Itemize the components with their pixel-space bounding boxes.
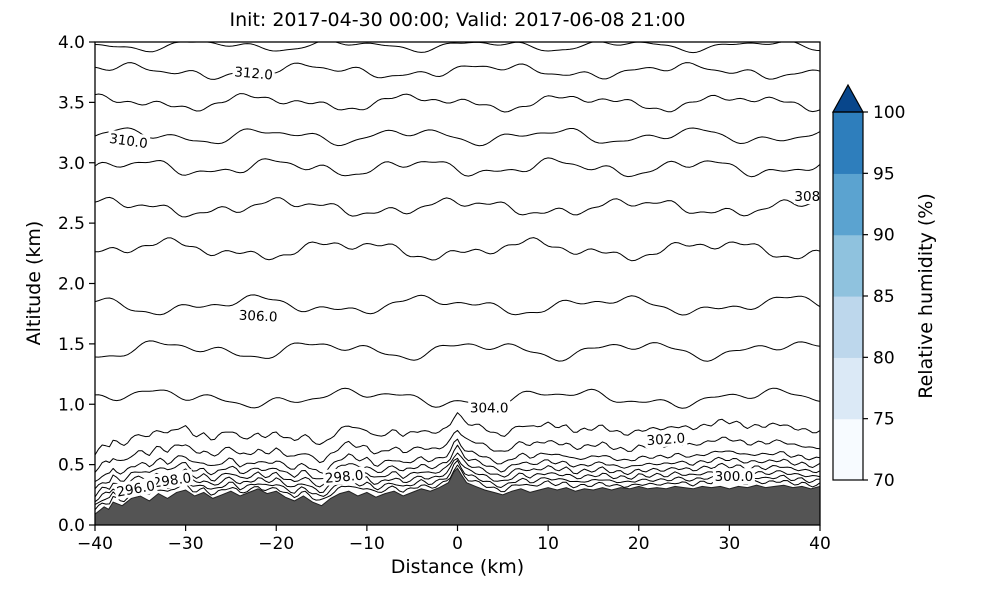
contour-label-box — [113, 476, 158, 500]
colorbar-tick-label: 70 — [873, 471, 895, 491]
colorbar-tick-label: 75 — [873, 410, 895, 430]
colorbar-tick-label: 85 — [873, 287, 895, 307]
contour-label: 302.0 — [644, 429, 688, 449]
contour-label: 298.0 — [322, 466, 366, 487]
colorbar-segment — [833, 418, 863, 481]
contour-line-301 — [95, 438, 820, 483]
contour-label: 304.0 — [468, 399, 511, 416]
terrain-fill — [95, 467, 820, 525]
contour-label-text: 298.0 — [324, 468, 364, 487]
y-tick-label: 1.5 — [58, 335, 85, 355]
contour-label-text: 308 — [794, 189, 820, 205]
contour-line-308 — [95, 196, 820, 218]
x-tick-label: 40 — [809, 534, 831, 554]
contour-line-313 — [95, 42, 820, 54]
contour-line-302 — [95, 429, 820, 473]
contour-line-297 — [95, 460, 820, 506]
contour-label-text: 306.0 — [238, 308, 277, 326]
contour-line-307 — [95, 237, 820, 262]
y-tick-label: 2.0 — [58, 275, 85, 295]
contour-line-310 — [95, 127, 820, 147]
contour-label-text: 298.0 — [152, 470, 193, 491]
colorbar-segment — [833, 112, 863, 174]
contour-label-box — [644, 429, 688, 449]
contour-label-text: 312.0 — [234, 64, 274, 83]
colorbar-segment — [833, 234, 863, 297]
colorbar-label: Relative humidity (%) — [915, 193, 937, 399]
plot-area: 312.0310.0308306.0304.0302.0300.0298.029… — [95, 42, 820, 525]
contour-line-306 — [95, 294, 820, 316]
contour-label-box — [793, 188, 820, 205]
x-tick-label: 10 — [537, 534, 559, 554]
y-tick-label: 4.0 — [58, 33, 85, 53]
contour-label-box — [468, 399, 511, 416]
x-axis-label: Distance (km) — [390, 556, 525, 578]
y-tick-label: 2.5 — [58, 214, 85, 234]
colorbar-tick-label: 100 — [873, 103, 905, 123]
contour-label: 300.0 — [712, 468, 755, 485]
x-tick-label: 30 — [719, 534, 741, 554]
colorbar-tick-label: 80 — [873, 348, 895, 368]
contour-label: 306.0 — [236, 306, 280, 326]
y-tick-label: 0.5 — [58, 456, 85, 476]
contour-label-box — [150, 468, 194, 491]
x-tick-label: −20 — [258, 534, 294, 554]
contour-label-text: 310.0 — [108, 131, 149, 152]
x-tick-label: −10 — [349, 534, 385, 554]
x-tick-label: −40 — [77, 534, 113, 554]
colorbar-segment — [833, 296, 863, 358]
contour-label-box — [236, 306, 280, 325]
contour-label-text: 296.0 — [115, 478, 156, 500]
contour-label: 298.0 — [150, 468, 194, 491]
contour-label-box — [322, 466, 366, 487]
y-tick-label: 3.0 — [58, 154, 85, 174]
colorbar-tick-label: 90 — [873, 226, 895, 246]
contour-label: 310.0 — [106, 129, 151, 152]
y-tick-label: 3.5 — [58, 93, 85, 113]
y-tick-label: 1.0 — [58, 395, 85, 415]
colorbar-tick-label: 95 — [873, 164, 895, 184]
colorbar-segment — [833, 357, 863, 420]
contour-line-309 — [95, 157, 820, 178]
contour-label: 312.0 — [232, 63, 276, 84]
contour-label-text: 304.0 — [470, 400, 509, 416]
contour-line-296 — [95, 464, 820, 511]
contour-line-300 — [95, 444, 820, 490]
x-tick-label: −30 — [168, 534, 204, 554]
contour-line-305 — [95, 340, 820, 362]
colorbar-segment — [833, 173, 863, 236]
contour-line-312 — [95, 62, 820, 80]
x-tick-label: 20 — [628, 534, 650, 554]
contour-line-299 — [95, 452, 820, 498]
contour-line-311 — [95, 93, 820, 113]
contour-label-box — [232, 63, 276, 83]
contour-label-box — [712, 468, 755, 485]
x-tick-label: 0 — [452, 534, 463, 554]
contour-label: 296.0 — [113, 476, 158, 501]
contour-line-298 — [95, 457, 820, 503]
contour-label-text: 302.0 — [646, 430, 686, 449]
colorbar-extend-arrow — [831, 83, 865, 113]
contour-line-303 — [95, 412, 820, 456]
y-axis-label: Altitude (km) — [23, 220, 45, 346]
y-tick-label: 0.0 — [58, 516, 85, 536]
contour-label-box — [106, 129, 151, 152]
chart-title: Init: 2017-04-30 00:00; Valid: 2017-06-0… — [229, 9, 686, 31]
contour-line-304 — [95, 387, 820, 409]
contour-label-text: 300.0 — [715, 469, 754, 485]
contour-label: 308 — [793, 188, 820, 205]
